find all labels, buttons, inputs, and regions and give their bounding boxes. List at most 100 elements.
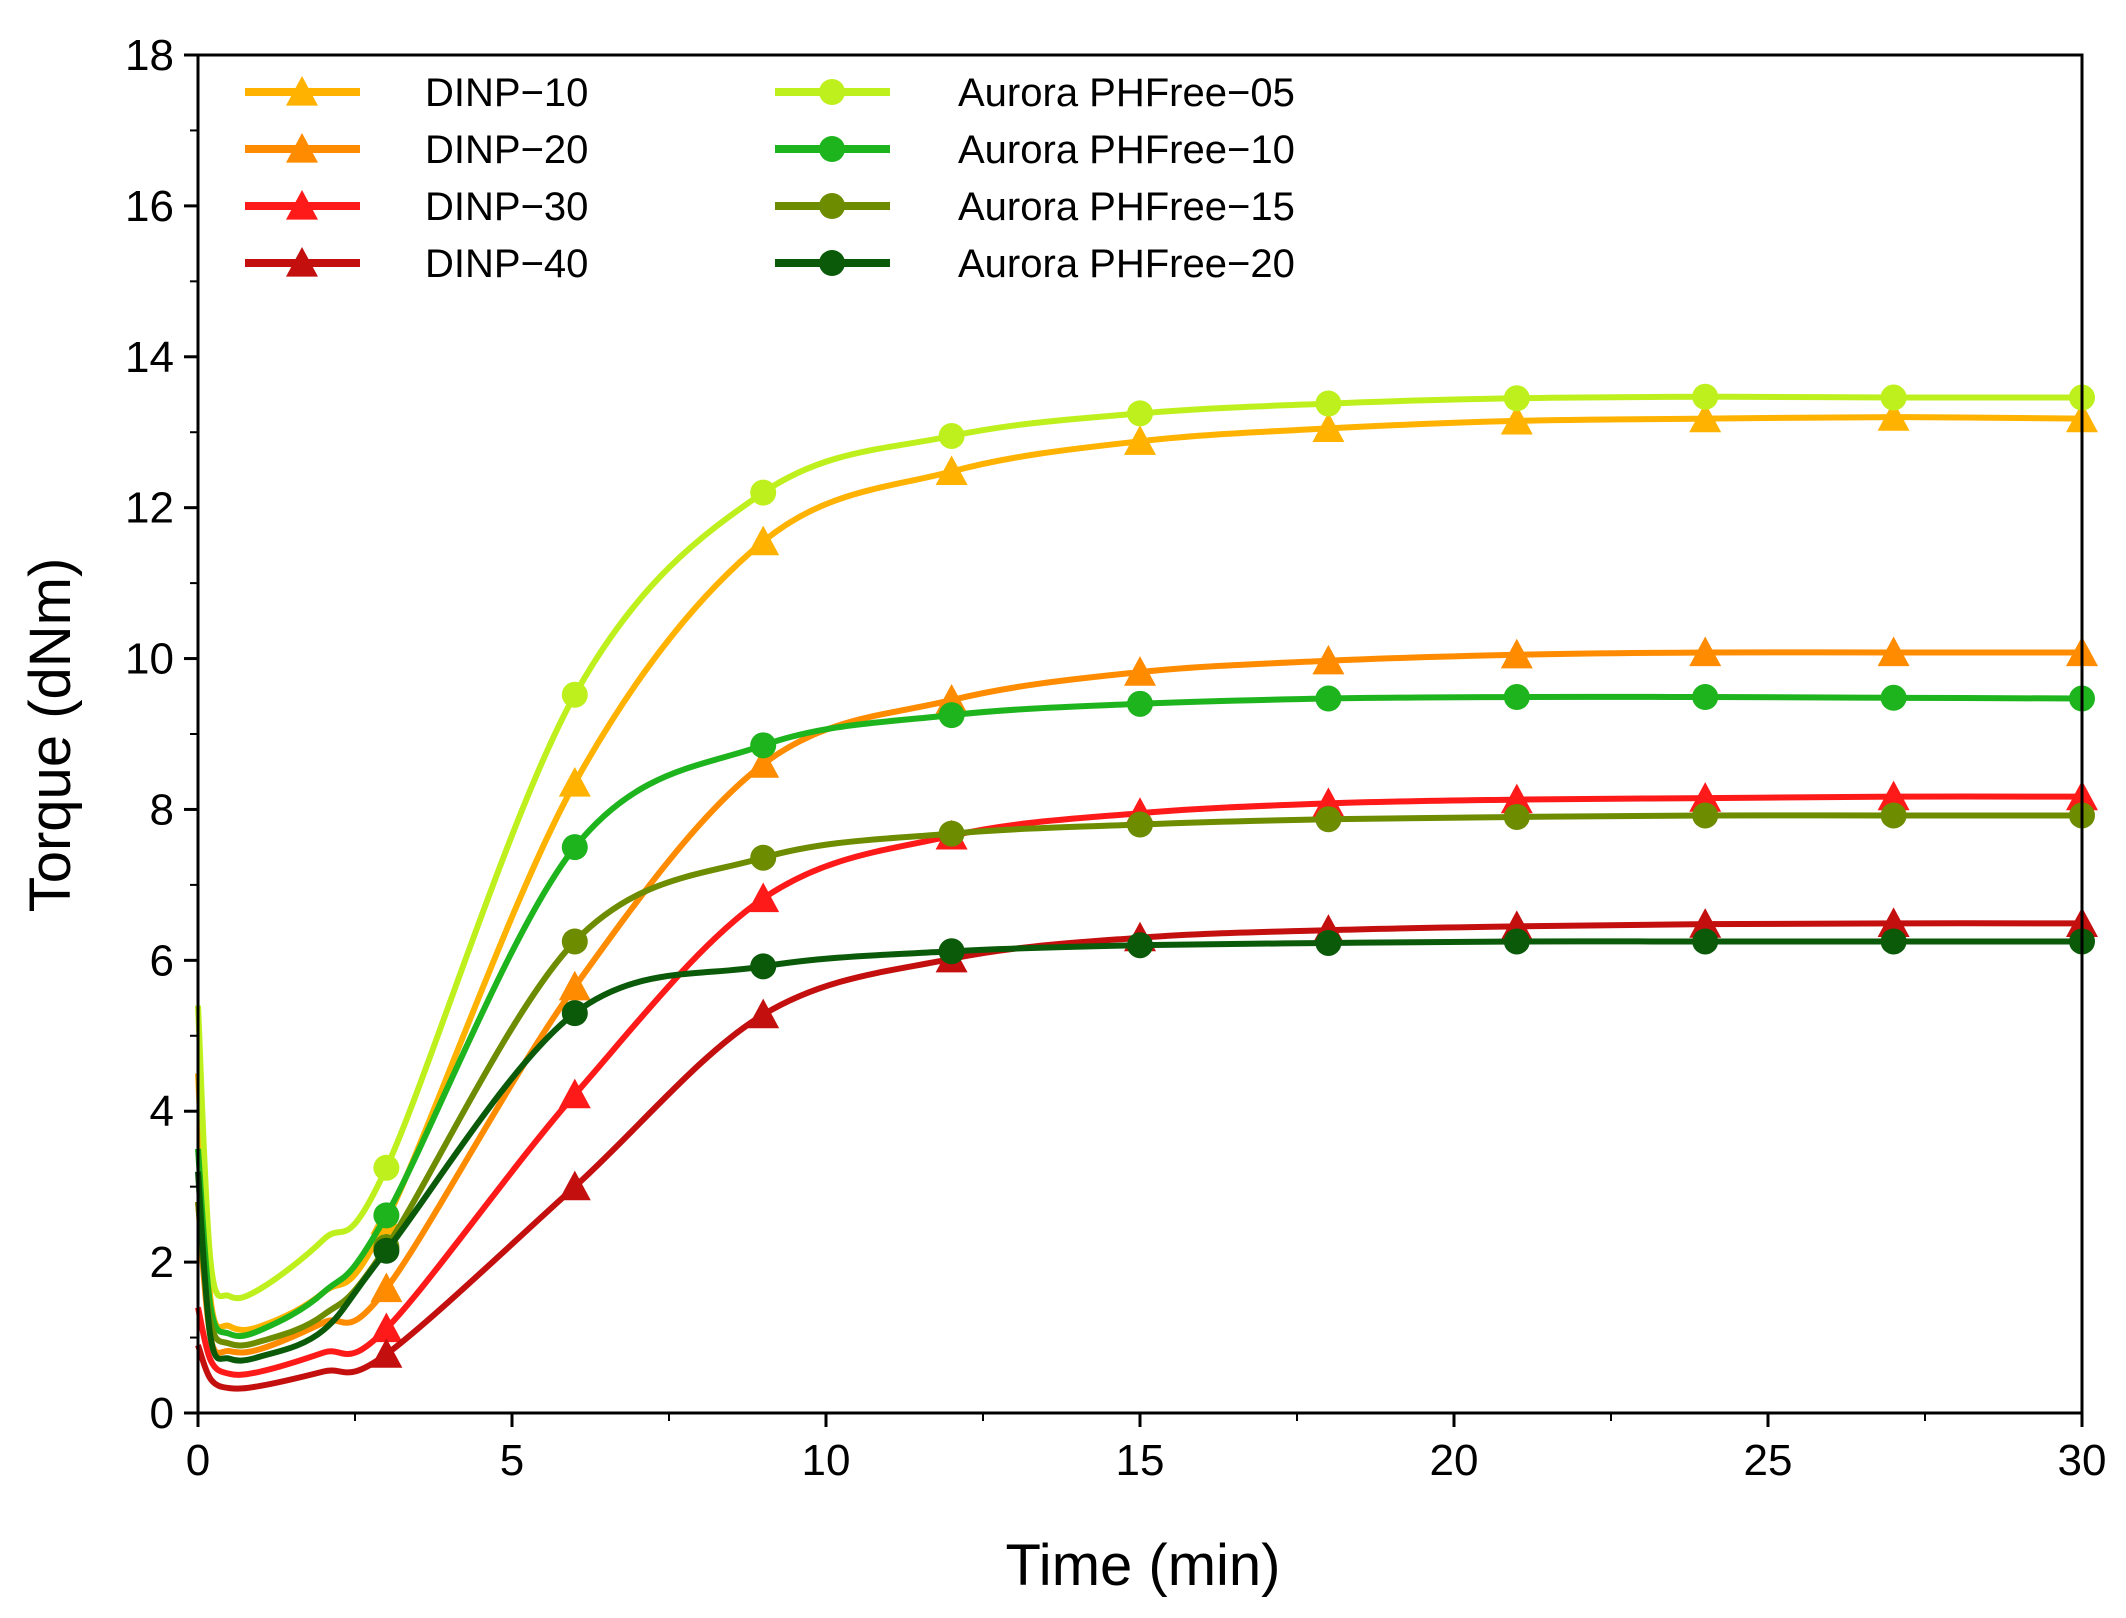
data-point: [373, 1237, 400, 1264]
data-point: [561, 928, 588, 955]
x-axis-title: Time (min): [1006, 1533, 1281, 1598]
data-point: [1315, 685, 1342, 712]
data-point: [558, 1170, 591, 1201]
data-point: [561, 1000, 588, 1027]
y-tick-label: 12: [125, 484, 174, 533]
legend-swatch-marker: [286, 76, 318, 106]
legend-item: DINP−20: [245, 128, 588, 172]
data-point: [1880, 928, 1907, 955]
data-point: [1880, 384, 1907, 411]
legend-item: Aurora PHFree−10: [775, 128, 1295, 172]
legend: DINP−10 DINP−20 DINP−30 DINP−40 Aurora PHFre…: [245, 71, 1295, 286]
data-point: [1692, 802, 1719, 829]
y-axis-title: Torque (dNm): [18, 558, 83, 913]
data-point: [1127, 690, 1153, 717]
data-point: [935, 455, 968, 486]
legend-label: DINP−20: [425, 128, 588, 172]
legend-item: DINP−40: [245, 242, 588, 286]
legend-label: DINP−30: [425, 185, 588, 229]
series-Aurora PHFree−05: [195, 383, 2095, 1302]
x-tick-label: 20: [1430, 1436, 1479, 1485]
legend-item: DINP−30: [245, 185, 588, 229]
legend-item: Aurora PHFree−20: [775, 242, 1295, 286]
data-point: [1689, 636, 1722, 667]
legend-item: Aurora PHFree−15: [775, 185, 1295, 229]
data-point: [1692, 383, 1719, 410]
data-point: [938, 938, 965, 965]
data-point: [1692, 684, 1719, 711]
data-point: [1127, 400, 1153, 427]
data-point: [747, 525, 780, 556]
data-point: [1689, 908, 1722, 938]
series-line: [195, 693, 2083, 1340]
data-point: [750, 479, 777, 506]
data-point: [1312, 644, 1345, 675]
series-line: [195, 938, 2082, 1364]
legend-item: Aurora PHFree−05: [775, 71, 1295, 115]
data-point: [1500, 783, 1533, 814]
data-point: [1127, 932, 1153, 959]
data-point: [558, 1078, 591, 1109]
data-point: [1127, 811, 1153, 838]
series-line: [195, 414, 2083, 1333]
legend-label: Aurora PHFree−20: [958, 242, 1295, 286]
data-point: [1877, 907, 1910, 937]
data-point: [558, 970, 591, 1001]
x-tick-label: 15: [1116, 1436, 1165, 1485]
series-line: [195, 793, 2083, 1378]
y-tick-label: 4: [150, 1087, 174, 1136]
legend-swatch-marker: [819, 79, 845, 105]
y-tick-label: 2: [150, 1238, 174, 1287]
data-point: [750, 844, 777, 871]
data-point: [1877, 780, 1910, 811]
data-point: [747, 998, 780, 1029]
data-point: [561, 681, 588, 708]
data-point: [1689, 782, 1722, 812]
data-point: [1500, 404, 1533, 435]
data-point: [1315, 390, 1342, 417]
y-tick-label: 16: [125, 182, 174, 231]
legend-swatch-marker: [286, 133, 318, 163]
data-point: [370, 1272, 403, 1303]
series-Aurora PHFree−15: [195, 802, 2095, 1349]
data-point: [373, 1154, 400, 1181]
series-DINP−10: [195, 401, 2098, 1333]
data-point: [1880, 802, 1907, 829]
data-point: [373, 1202, 400, 1229]
data-point: [1692, 928, 1719, 955]
data-point: [1315, 929, 1342, 956]
data-point: [1503, 803, 1530, 830]
data-point: [370, 1312, 403, 1343]
data-point: [1503, 684, 1530, 711]
data-point: [1315, 806, 1342, 833]
data-point: [747, 748, 780, 778]
data-point: [1124, 656, 1156, 686]
y-tick-label: 18: [125, 31, 174, 80]
legend-label: DINP−40: [425, 242, 588, 286]
data-point: [1689, 402, 1722, 433]
data-point: [938, 422, 965, 449]
data-point: [1877, 401, 1910, 431]
legend-label: DINP−10: [425, 71, 588, 115]
data-point: [1312, 412, 1345, 443]
data-point: [1503, 385, 1530, 412]
x-tick-label: 30: [2058, 1436, 2107, 1485]
data-point: [747, 882, 780, 913]
data-point: [558, 767, 591, 797]
series-curves: [195, 383, 2098, 1392]
x-tick-label: 25: [1744, 1436, 1793, 1485]
data-point: [1880, 684, 1907, 711]
data-point: [1124, 425, 1156, 455]
series-line: [195, 393, 2083, 1302]
x-tick-label: 5: [500, 1436, 524, 1485]
y-axis: 0 2 4 6 8 10 12 14 16 18: [125, 31, 198, 1438]
legend-swatch-marker: [819, 250, 845, 276]
series-Aurora PHFree−10: [195, 684, 2095, 1340]
legend-swatch-marker: [286, 247, 318, 277]
series-line: [195, 649, 2082, 1356]
data-point: [938, 820, 965, 847]
y-tick-label: 6: [150, 936, 174, 985]
legend-swatch-marker: [819, 136, 845, 162]
x-axis: 0 5 10 15 20 25 30: [186, 1413, 2107, 1485]
